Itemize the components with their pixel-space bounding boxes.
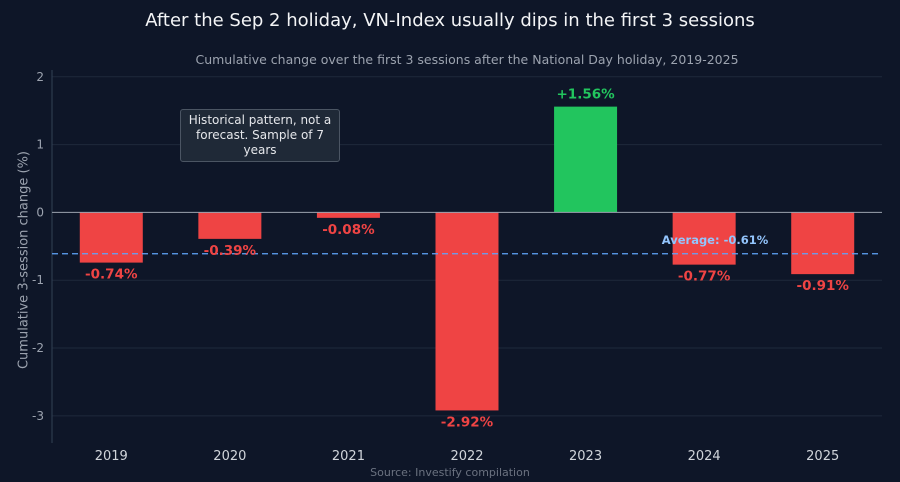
data-label: -0.91%: [796, 278, 849, 294]
annotation-note: Historical pattern, not a forecast. Samp…: [180, 109, 340, 162]
data-label: -0.08%: [322, 222, 375, 238]
source-note: Source: Investify compilation: [370, 466, 530, 479]
y-tick-label: 0: [36, 205, 44, 219]
y-tick-label: 2: [36, 70, 44, 84]
chart-title: After the Sep 2 holiday, VN-Index usuall…: [145, 10, 755, 31]
x-tick-label: 2022: [450, 449, 483, 464]
x-tick-label: 2025: [806, 449, 839, 464]
bar-2019: [79, 212, 143, 263]
y-tick-label: 1: [36, 138, 44, 152]
x-tick-label: 2019: [95, 449, 128, 464]
y-tick-label: -3: [32, 409, 44, 423]
bar-2020: [198, 212, 262, 239]
bar-2022: [435, 212, 499, 411]
data-label: -2.92%: [441, 414, 494, 430]
y-tick-label: -1: [32, 273, 44, 287]
data-label: -0.39%: [204, 243, 257, 259]
data-label: +1.56%: [556, 87, 615, 103]
bar-2024: [672, 212, 736, 265]
data-label: -0.77%: [678, 269, 731, 285]
bar-2023: [554, 106, 618, 213]
data-label: -0.74%: [85, 267, 138, 283]
x-tick-label: 2021: [332, 449, 365, 464]
average-label: Average: -0.61%: [662, 233, 769, 247]
x-tick-label: 2023: [569, 449, 602, 464]
x-tick-label: 2024: [688, 449, 721, 464]
y-tick-label: -2: [32, 341, 44, 355]
bar-2025: [791, 212, 855, 275]
x-tick-label: 2020: [213, 449, 246, 464]
bar-2021: [316, 212, 380, 218]
chart-subtitle: Cumulative change over the first 3 sessi…: [195, 52, 739, 67]
